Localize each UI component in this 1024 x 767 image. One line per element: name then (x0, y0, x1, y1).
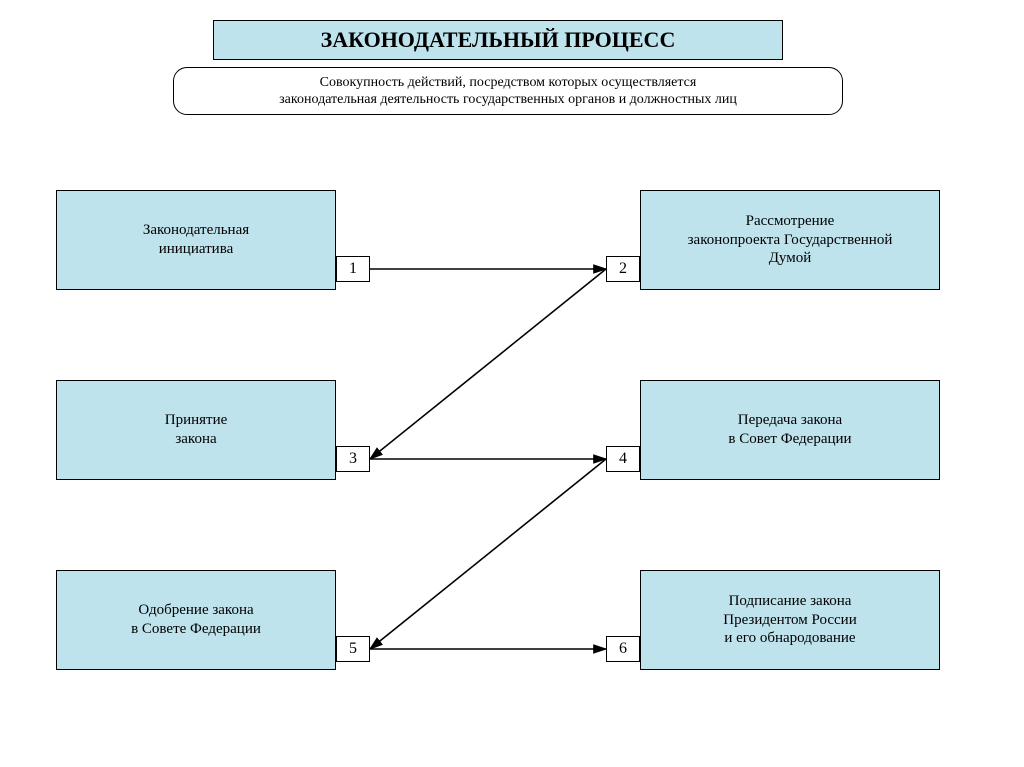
process-node-4: Передача закона в Совет Федерации (640, 380, 940, 480)
process-node-label: Подписание закона Президентом России и е… (723, 592, 856, 648)
subtitle-inner: Совокупность действий, посредством котор… (279, 74, 737, 109)
process-step-number-5: 5 (336, 636, 370, 662)
arrow-2 (370, 269, 606, 459)
step-number-text: 1 (349, 260, 357, 278)
process-node-label: Одобрение закона в Совете Федерации (131, 601, 261, 639)
process-node-label: Принятие закона (165, 411, 228, 449)
process-node-2: Рассмотрение законопроекта Государственн… (640, 190, 940, 290)
arrow-4 (370, 459, 606, 649)
step-number-text: 3 (349, 450, 357, 468)
process-step-number-1: 1 (336, 256, 370, 282)
diagram-title-text: ЗАКОНОДАТЕЛЬНЫЙ ПРОЦЕСС (321, 27, 676, 53)
process-step-number-2: 2 (606, 256, 640, 282)
process-step-number-6: 6 (606, 636, 640, 662)
step-number-text: 5 (349, 640, 357, 658)
step-number-text: 2 (619, 260, 627, 278)
subtitle-line2: законодательная деятельность государстве… (279, 91, 737, 109)
process-node-6: Подписание закона Президентом России и е… (640, 570, 940, 670)
step-number-text: 4 (619, 450, 627, 468)
process-step-number-3: 3 (336, 446, 370, 472)
process-node-label: Рассмотрение законопроекта Государственн… (688, 212, 893, 268)
process-node-label: Законодательная инициатива (143, 221, 249, 259)
diagram-subtitle: Совокупность действий, посредством котор… (173, 67, 843, 115)
process-node-1: Законодательная инициатива (56, 190, 336, 290)
process-step-number-4: 4 (606, 446, 640, 472)
subtitle-line1: Совокупность действий, посредством котор… (279, 74, 737, 92)
diagram-title: ЗАКОНОДАТЕЛЬНЫЙ ПРОЦЕСС (213, 20, 783, 60)
process-node-5: Одобрение закона в Совете Федерации (56, 570, 336, 670)
process-node-label: Передача закона в Совет Федерации (728, 411, 851, 449)
process-node-3: Принятие закона (56, 380, 336, 480)
step-number-text: 6 (619, 640, 627, 658)
